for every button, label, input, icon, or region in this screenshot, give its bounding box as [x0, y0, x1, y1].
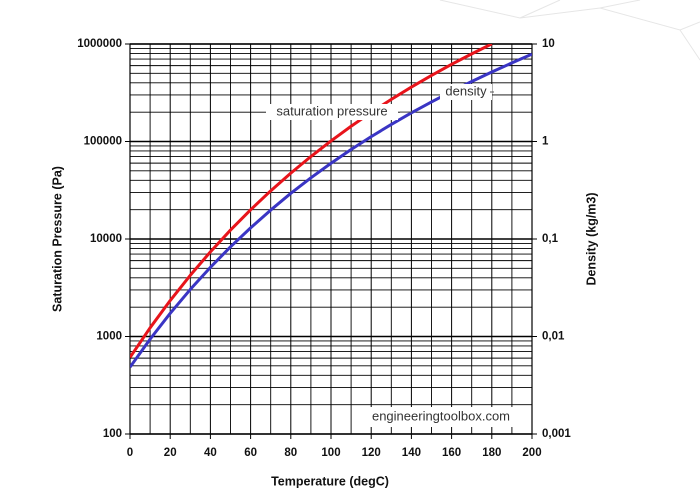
annotation-bg: [440, 84, 492, 100]
x-axis-title: Temperature (degC): [271, 474, 389, 488]
x-tick-label: 180: [482, 447, 501, 459]
watermark: engineeringtoolbox.com: [372, 408, 510, 423]
annotation-bg: [266, 104, 398, 120]
y-tick-label: 100: [103, 428, 122, 440]
y2-tick-label: 1: [542, 136, 549, 148]
x-tick-label: 160: [442, 447, 461, 459]
series-label: saturation pressure: [276, 103, 387, 118]
y-tick-label: 1000000: [77, 38, 122, 50]
y2-tick-label: 0,01: [542, 331, 565, 343]
x-tick-label: 60: [244, 447, 257, 459]
y-tick-label: 1000: [96, 331, 122, 343]
x-tick-label: 100: [321, 447, 340, 459]
y2-tick-label: 10: [542, 38, 555, 50]
x-tick-label: 0: [127, 447, 133, 459]
series-line: [130, 44, 493, 359]
y2-tick-label: 0,001: [542, 428, 571, 440]
x-tick-label: 80: [284, 447, 297, 459]
x-tick-label: 20: [164, 447, 177, 459]
background-network: [439, 0, 700, 61]
y-axis-title: Saturation Pressure (Pa): [50, 166, 64, 312]
x-tick-label: 120: [362, 447, 381, 459]
plot-border: [129, 43, 533, 435]
y-tick-label: 100000: [84, 136, 122, 148]
y-tick-label: 10000: [90, 233, 122, 245]
watermark-bg: [354, 407, 528, 427]
y2-axis-title: Density (kg/m3): [584, 192, 598, 285]
y2-tick-label: 0,1: [542, 233, 559, 245]
x-tick-label: 200: [522, 447, 541, 459]
series-label: density: [445, 83, 487, 98]
x-tick-label: 40: [204, 447, 217, 459]
x-tick-label: 140: [402, 447, 421, 459]
